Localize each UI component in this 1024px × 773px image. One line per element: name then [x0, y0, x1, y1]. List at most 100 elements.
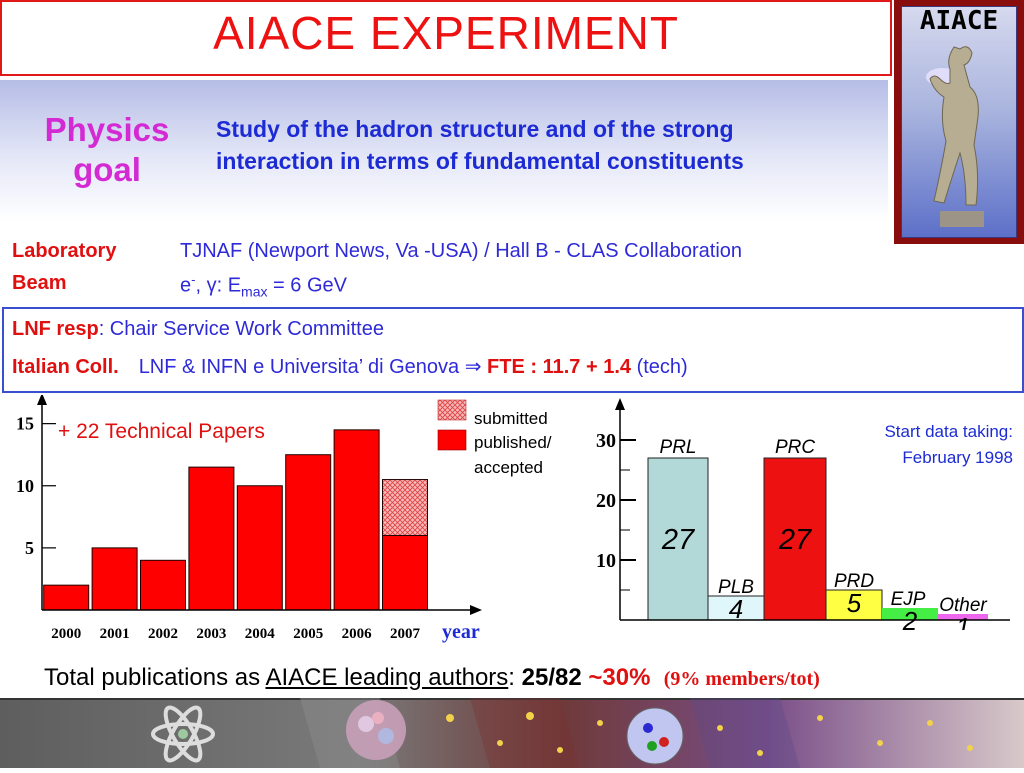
- beam-value: e-, γ: Emax = 6 GeV: [180, 272, 347, 300]
- journal-name-label: EJP: [891, 589, 926, 610]
- journal-value-label: 2: [902, 606, 918, 630]
- italian-coll-key: Italian Coll.: [12, 356, 119, 378]
- proton-icon: [626, 707, 684, 765]
- journal-bar: [882, 608, 938, 620]
- bar-submitted: [382, 479, 428, 536]
- italian-coll-line: Italian Coll. LNF & INFN e Universita’ di…: [12, 354, 688, 379]
- beam-sup: -: [191, 272, 196, 287]
- bar-published: [140, 559, 186, 611]
- lnf-resp-value: : Chair Service Work Committee: [98, 318, 384, 340]
- beam-gamma: , γ: E: [195, 274, 242, 297]
- left-chart-gridlines: [42, 423, 56, 549]
- journal-name-label: PRL: [660, 437, 697, 458]
- start-data-annotation-line2: February 1998: [902, 448, 1013, 467]
- bar-published: [43, 584, 90, 611]
- physics-goal-text-line1: Study of the hadron structure and of the…: [216, 116, 734, 142]
- physics-goal-text-line2: interaction in terms of fundamental cons…: [216, 148, 744, 174]
- left-chart-axes: [37, 395, 482, 615]
- x-category-label: 2004: [245, 626, 276, 642]
- start-data-annotation-line1: Start data taking:: [884, 422, 1013, 441]
- journal-value-label: 4: [729, 594, 743, 624]
- summary-prefix: Total publications as: [44, 664, 266, 691]
- journal-bar: [647, 457, 709, 621]
- left-chart-category-labels: 2000 2001 2002 2003 2004 2005 2006 2007: [51, 626, 420, 642]
- x-category-label: 2005: [293, 626, 323, 642]
- technical-papers-annotation: + 22 Technical Papers: [58, 420, 265, 443]
- y-tick-label: 10: [16, 476, 34, 496]
- y-tick-label: 15: [16, 414, 34, 434]
- summary-note: (9% members/tot): [663, 668, 820, 690]
- lnf-resp-line: LNF resp: Chair Service Work Committee: [12, 318, 384, 341]
- physics-goal-text: Study of the hadron structure and of the…: [216, 113, 888, 177]
- slide-title: AIACE EXPERIMENT: [213, 7, 679, 59]
- legend-swatch-submitted: [437, 399, 467, 421]
- journal-name-label: PRC: [775, 437, 815, 458]
- journal-value-label: 1: [956, 612, 970, 630]
- summary-underlined: AIACE leading authors: [265, 664, 509, 691]
- x-category-label: 2002: [148, 626, 178, 642]
- physics-goal-label-line2: goal: [73, 151, 141, 188]
- italian-coll-value: LNF & INFN e Universita’ di Genova ⇒: [138, 356, 488, 378]
- right-chart-ticks: 10 20 30: [596, 430, 616, 572]
- nucleus-icon: [346, 700, 406, 760]
- x-axis-arrow: [470, 605, 482, 615]
- bar-published: [382, 534, 428, 611]
- journal-value-label: 27: [661, 524, 696, 556]
- x-category-label: 2001: [100, 626, 130, 642]
- fte-value: FTE : 11.7 + 1.4: [487, 356, 632, 378]
- title-frame: [0, 0, 892, 76]
- atom-icon: [151, 705, 215, 763]
- journal-value-label: 27: [778, 524, 813, 556]
- legend-swatch-published: [437, 429, 467, 451]
- y-axis-arrow: [615, 398, 625, 410]
- y-tick-label: 10: [596, 550, 616, 572]
- left-chart-legend: submitted published/accepted: [437, 399, 552, 477]
- legend-label-published: published/accepted: [474, 433, 552, 477]
- particle-dots: [446, 712, 973, 756]
- y-tick-label: 30: [596, 430, 616, 452]
- right-chart-bars: [647, 457, 988, 621]
- journal-name-label: PRD: [834, 571, 874, 592]
- lnf-resp-key: LNF resp: [12, 318, 99, 340]
- x-category-label: 2000: [51, 626, 81, 642]
- legend-label-published-part: published/: [474, 433, 552, 452]
- total-publications-summary: Total publications as AIACE leading auth…: [44, 664, 820, 692]
- publications-per-year-chart: 5 10 15 2000 2001 2002 2003 2004 2005 2006 2007 y…: [16, 395, 552, 643]
- left-chart-ticks: 5 10 15: [16, 414, 34, 558]
- beam-energy: = 6 GeV: [267, 274, 347, 297]
- summary-count: 25/82: [521, 664, 582, 691]
- x-category-label: 2003: [196, 626, 226, 642]
- y-tick-label: 20: [596, 490, 616, 512]
- journal-bar: [707, 595, 765, 621]
- x-category-label: 2007: [390, 626, 421, 642]
- bar-published: [188, 466, 235, 611]
- laboratory-value: TJNAF (Newport News, Va -USA) / Hall B -…: [180, 240, 743, 262]
- fte-tech: (tech): [631, 356, 688, 378]
- journal-bar: [938, 614, 988, 620]
- laboratory-key: Laboratory: [12, 240, 117, 262]
- footer-decorative-band: [0, 698, 1024, 768]
- bar-published: [333, 429, 380, 611]
- bar-published: [236, 485, 283, 611]
- statue-icon: [926, 46, 984, 227]
- beam-sub: max: [241, 283, 268, 300]
- bar-published: [285, 454, 332, 611]
- bar-published: [91, 547, 138, 611]
- logo-label: AIACE: [919, 6, 999, 36]
- physics-goal-label-line1: Physics: [44, 111, 170, 148]
- journal-name-label: PLB: [718, 577, 754, 598]
- footer-graphics: [0, 698, 1024, 768]
- legend-label-published-part: accepted: [474, 458, 543, 477]
- x-axis-label: year: [442, 621, 480, 643]
- legend-label-submitted: submitted: [474, 409, 548, 428]
- left-chart-bars: [43, 429, 428, 611]
- journal-value-label: 5: [847, 588, 862, 618]
- aiace-statue-logo: [901, 6, 1017, 238]
- summary-colon: :: [508, 664, 522, 691]
- beam-particle: e: [180, 274, 192, 297]
- x-category-label: 2006: [342, 626, 373, 642]
- summary-percent: ~30%: [581, 664, 651, 691]
- physics-goal-label: Physics goal: [22, 110, 192, 190]
